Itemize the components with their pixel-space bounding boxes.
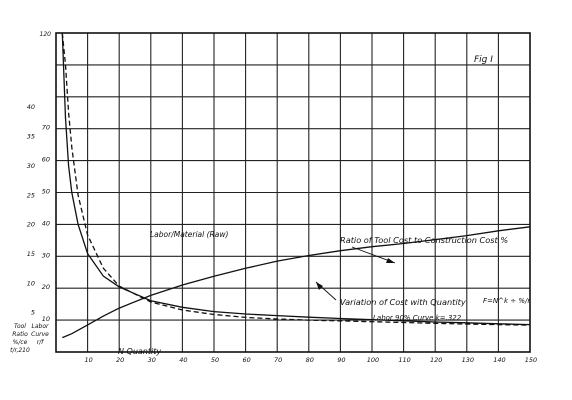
x-tick-label: 110 bbox=[398, 356, 410, 364]
y-tick-label-col2: 60 bbox=[42, 156, 50, 164]
y-tick-label-col1: 15 bbox=[27, 250, 35, 258]
grid bbox=[56, 33, 530, 352]
y-tick-label-col1: 10 bbox=[27, 279, 35, 287]
y-tick-label-col2: 40 bbox=[42, 219, 50, 227]
x-tick-label: 100 bbox=[367, 356, 379, 364]
y-tick-label-col2: 70 bbox=[42, 124, 50, 132]
axis-stub-text: Ratio bbox=[12, 331, 28, 338]
y-tick-label-col1: 40 bbox=[27, 103, 35, 111]
annotation-formula: F=N^k ÷ %/r bbox=[483, 297, 531, 305]
annotation-variation-cost: Variation of Cost with Quantity bbox=[340, 297, 466, 307]
x-tick-label: 30 bbox=[148, 356, 156, 364]
x-tick-label: 130 bbox=[462, 356, 474, 364]
axis-stub-text: r/f bbox=[37, 339, 44, 346]
series-line-2 bbox=[61, 32, 531, 326]
x-tick-label: 20 bbox=[116, 356, 124, 364]
annotation-ratio-tool-cost: Ratio of Tool Cost to Construction Cost … bbox=[340, 235, 508, 245]
x-tick-label: 40 bbox=[179, 356, 187, 364]
x-tick-label: 50 bbox=[211, 356, 219, 364]
series-line-3 bbox=[62, 226, 531, 339]
axis-stub-text: t/r,210 bbox=[10, 347, 30, 354]
x-tick-label: 10 bbox=[84, 356, 92, 364]
x-tick-label: 150 bbox=[525, 356, 537, 364]
x-tick-label: 90 bbox=[337, 356, 345, 364]
axis-stub-text: Labor bbox=[32, 323, 49, 330]
y-tick-label-col2: 20 bbox=[42, 283, 50, 291]
x-tick-label: 70 bbox=[274, 356, 282, 364]
leader-ratio-arrowhead bbox=[386, 258, 395, 263]
axis-stub-text: %/ce bbox=[13, 339, 28, 346]
x-tick-label: 60 bbox=[242, 356, 250, 364]
x-tick-label: 140 bbox=[493, 356, 505, 364]
y-tick-label-col2: 30 bbox=[42, 251, 50, 259]
axis-stub-text: Tool bbox=[14, 323, 26, 330]
y-tick-label-col1: 25 bbox=[27, 191, 35, 199]
series bbox=[61, 32, 531, 339]
y-top-label: 120 bbox=[40, 31, 52, 38]
annotation-labor-curve: Labor 90% Curve k=.322 bbox=[373, 314, 462, 322]
axis-ticks: 10 20 30 40 50 60 70 80 90 100 110 120 130 140 150 5 10 1… bbox=[27, 31, 537, 364]
y-tick-label-col1: 5 bbox=[31, 309, 35, 317]
y-tick-label-col1: 30 bbox=[27, 162, 35, 170]
leader-variation-arrowhead bbox=[316, 282, 323, 290]
y-tick-label-col2: 50 bbox=[42, 188, 50, 196]
y-tick-label-col2: 10 bbox=[42, 315, 50, 323]
plot-frame bbox=[55, 32, 531, 353]
axis-stub-text: Curve bbox=[31, 331, 49, 338]
x-tick-label: 80 bbox=[306, 356, 314, 364]
series-line-1 bbox=[61, 32, 531, 326]
x-tick-label: 120 bbox=[430, 356, 442, 364]
annotation-labor-material: Labor/Material (Raw) bbox=[150, 230, 228, 239]
figure-label: Fig I bbox=[474, 55, 493, 65]
y-tick-label-col1: 20 bbox=[27, 221, 35, 229]
y-tick-label-col1: 35 bbox=[27, 133, 35, 141]
